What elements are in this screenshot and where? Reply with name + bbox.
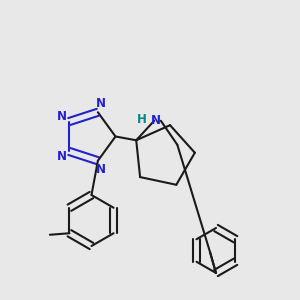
Text: H: H	[137, 113, 147, 126]
Text: N: N	[151, 114, 161, 127]
Text: N: N	[57, 150, 67, 163]
Text: N: N	[96, 163, 106, 176]
Text: N: N	[96, 97, 106, 110]
Text: N: N	[57, 110, 67, 123]
